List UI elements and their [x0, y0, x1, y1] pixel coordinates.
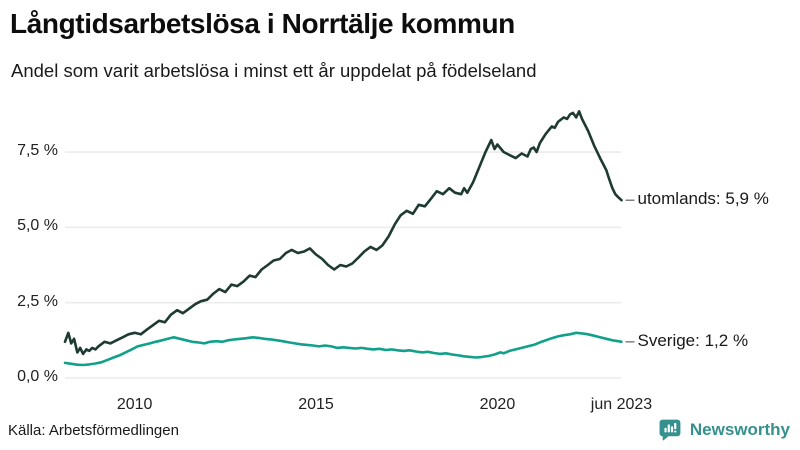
newsworthy-logo[interactable]: Newsworthy — [658, 417, 790, 442]
y-axis-tick-label: 5,0 % — [17, 217, 58, 235]
series-lines — [63, 110, 623, 367]
brand-name: Newsworthy — [689, 419, 790, 439]
x-axis-tick-label: jun 2023 — [590, 396, 653, 413]
y-axis-tick-label: 0,0 % — [17, 368, 58, 385]
y-axis-tick-label: 7,5 % — [17, 142, 58, 160]
line-utomlands — [63, 110, 623, 356]
series-end-label-sverige: Sverige: 1,2 % — [637, 330, 749, 350]
speech-bubble-bar-chart-icon — [659, 419, 681, 441]
page-subtitle: Andel som varit arbetslösa i minst ett å… — [11, 60, 537, 81]
label-leader-lines — [625, 199, 635, 343]
x-axis-tick-label: 2010 — [116, 396, 153, 413]
x-axis-tick-label: 2020 — [479, 396, 516, 413]
line-Sverige — [63, 331, 623, 367]
page-title: Långtidsarbetslösa i Norrtälje kommun — [10, 8, 515, 39]
series-end-label-utomlands: utomlands: 5,9 % — [637, 189, 769, 209]
x-axis-tick-label: 2015 — [298, 396, 334, 413]
source-note: Källa: Arbetsförmedlingen — [8, 422, 179, 439]
y-axis-tick-label: 2,5 % — [17, 292, 58, 310]
